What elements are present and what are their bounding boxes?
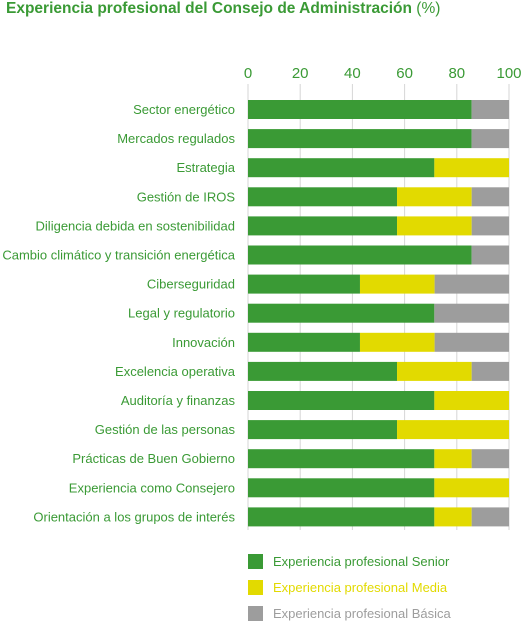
bar-segment-senior bbox=[248, 158, 435, 178]
x-tick-label: 0 bbox=[244, 65, 252, 82]
bar-segment-senior bbox=[248, 449, 435, 469]
bar-segment-media bbox=[434, 391, 509, 410]
bar-segment-media bbox=[397, 187, 472, 207]
bar-segment-senior bbox=[248, 187, 398, 207]
category-label: Legal y regulatorio bbox=[128, 306, 235, 321]
category-label: Mercados regulados bbox=[117, 131, 235, 146]
legend-label: Experiencia profesional Senior bbox=[273, 553, 450, 569]
category-label: Prácticas de Buen Gobierno bbox=[72, 451, 235, 466]
bar-segment-media bbox=[434, 478, 509, 498]
bar-segment-basica bbox=[434, 303, 509, 323]
x-tick-label: 100 bbox=[496, 65, 521, 82]
bar-segment-senior bbox=[248, 129, 472, 149]
bar-segment-senior bbox=[248, 507, 435, 527]
bar-segment-basica bbox=[471, 507, 509, 527]
category-label: Excelencia operativa bbox=[115, 364, 236, 379]
bar-segment-media bbox=[434, 507, 472, 527]
legend-swatch bbox=[248, 605, 263, 621]
legend-label: Experiencia profesional Básica bbox=[273, 605, 451, 621]
category-label: Diligencia debida en sostenibilidad bbox=[36, 218, 235, 233]
bar-segment-basica bbox=[471, 449, 509, 469]
category-label: Ciberseguridad bbox=[147, 277, 235, 292]
chart-legend: Experiencia profesional Senior Experienci… bbox=[248, 548, 451, 626]
bar-segment-media bbox=[397, 361, 472, 381]
category-label: Innovación bbox=[172, 335, 235, 350]
bar-segment-media bbox=[359, 274, 435, 294]
bar-segment-senior bbox=[248, 245, 472, 265]
chart-title-main: Experiencia profesional del Consejo de A… bbox=[6, 0, 412, 17]
bar-segment-senior bbox=[248, 478, 435, 498]
legend-item-senior: Experiencia profesional Senior bbox=[248, 548, 451, 574]
bar-segment-basica bbox=[471, 216, 509, 236]
legend-item-basica: Experiencia profesional Básica bbox=[248, 600, 451, 626]
category-label: Experiencia como Consejero bbox=[69, 480, 235, 495]
bar-segment-basica bbox=[434, 332, 509, 352]
bar-segment-senior bbox=[248, 216, 398, 236]
chart-title: Experiencia profesional del Consejo de A… bbox=[6, 0, 440, 18]
bar-segment-media bbox=[434, 449, 472, 469]
bar-segment-senior bbox=[248, 274, 360, 294]
category-label: Sector energético bbox=[133, 102, 235, 117]
bar-segment-basica bbox=[471, 187, 509, 207]
bar-segment-media bbox=[434, 158, 509, 178]
category-label: Estrategia bbox=[176, 160, 235, 175]
bar-segment-basica bbox=[471, 245, 509, 265]
legend-label: Experiencia profesional Media bbox=[273, 579, 448, 595]
bar-segment-senior bbox=[248, 361, 398, 381]
x-tick-label: 80 bbox=[448, 65, 465, 82]
category-label: Cambio climático y transición energética bbox=[2, 248, 235, 263]
category-label: Gestión de las personas bbox=[95, 422, 236, 437]
x-tick-label: 40 bbox=[344, 65, 361, 82]
legend-item-media: Experiencia profesional Media bbox=[248, 574, 451, 600]
bar-segment-senior bbox=[248, 100, 472, 119]
bar-segment-basica bbox=[471, 100, 509, 119]
bar-segment-media bbox=[397, 420, 509, 440]
bar-segment-senior bbox=[248, 303, 435, 323]
stacked-bar-chart: 0 20 40 60 80 100 Sector energético Mercados re… bbox=[2, 65, 522, 530]
bar-segment-basica bbox=[471, 361, 509, 381]
bar-segment-media bbox=[397, 216, 472, 236]
category-label: Orientación a los grupos de interés bbox=[33, 509, 235, 524]
bar-segment-senior bbox=[248, 332, 360, 352]
chart-title-unit: (%) bbox=[416, 0, 441, 17]
bar-segment-basica bbox=[471, 129, 509, 149]
category-label: Auditoría y finanzas bbox=[121, 393, 236, 408]
legend-swatch bbox=[248, 553, 263, 569]
legend-swatch bbox=[248, 579, 263, 595]
bar-segment-basica bbox=[434, 274, 509, 294]
bar-segment-senior bbox=[248, 420, 398, 440]
bar-segment-senior bbox=[248, 391, 435, 410]
x-tick-label: 20 bbox=[292, 65, 309, 82]
category-label: Gestión de IROS bbox=[137, 189, 236, 204]
bar-segment-media bbox=[359, 332, 435, 352]
x-tick-label: 60 bbox=[396, 65, 413, 82]
